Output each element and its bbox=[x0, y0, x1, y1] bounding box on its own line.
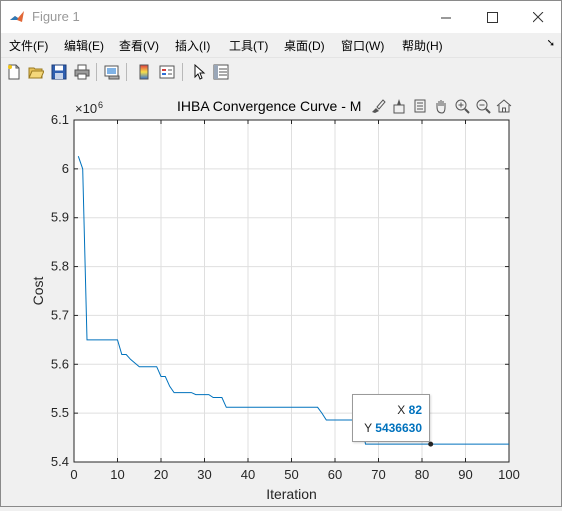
menu-view[interactable]: 查看(V) bbox=[119, 39, 159, 53]
minimize-icon bbox=[440, 17, 451, 18]
x-tick-label: 0 bbox=[70, 467, 77, 482]
convergence-line[interactable] bbox=[77, 156, 509, 445]
x-tick-label: 90 bbox=[458, 467, 472, 482]
close-icon bbox=[532, 11, 543, 22]
print-button[interactable] bbox=[72, 62, 92, 82]
x-tick-label: 80 bbox=[415, 467, 429, 482]
insert-colorbar-icon bbox=[139, 64, 149, 80]
datatip-y-value: 5436630 bbox=[375, 421, 422, 435]
menu-edit[interactable]: 编辑(E) bbox=[64, 39, 104, 53]
y-tick-label: 5.4 bbox=[51, 454, 69, 469]
maximize-icon bbox=[486, 11, 498, 23]
property-inspector-icon bbox=[213, 64, 229, 80]
save-button[interactable] bbox=[49, 62, 69, 82]
toolbar-separator bbox=[182, 63, 183, 81]
x-tick-label: 100 bbox=[498, 467, 520, 482]
link-plot-icon bbox=[104, 65, 120, 80]
edit-plot-button[interactable] bbox=[189, 62, 209, 82]
zoom-out-button[interactable] bbox=[473, 96, 492, 115]
maximize-button[interactable] bbox=[469, 1, 515, 33]
x-tick-label: 10 bbox=[110, 467, 124, 482]
save-icon bbox=[51, 64, 67, 80]
zoom-out-icon bbox=[476, 99, 491, 114]
home-icon bbox=[496, 98, 511, 112]
x-tick-label: 20 bbox=[154, 467, 168, 482]
x-tick-label: 40 bbox=[241, 467, 255, 482]
axes-toolbar bbox=[368, 96, 513, 115]
y-axis-label: Cost bbox=[30, 277, 46, 306]
figure-canvas: 0 10 20 30 40 50 60 70 80 90 100 5.4 5.5 5.6 5.7 5.8 5.9… bbox=[1, 86, 561, 506]
home-button[interactable] bbox=[494, 96, 513, 115]
property-inspector-button[interactable] bbox=[211, 62, 231, 82]
y-tick-label: 6.1 bbox=[51, 112, 69, 127]
minimize-button[interactable] bbox=[423, 1, 469, 33]
close-button[interactable] bbox=[515, 1, 561, 33]
y-tick-label: 5.5 bbox=[51, 405, 69, 420]
window-title: Figure 1 bbox=[32, 9, 80, 24]
brush-icon bbox=[371, 98, 386, 113]
data-tip[interactable]: X 82 Y 5436630 bbox=[352, 394, 430, 442]
toolbar-separator bbox=[126, 63, 127, 81]
toolbar-separator bbox=[96, 63, 97, 81]
data-tips-button[interactable] bbox=[389, 96, 408, 115]
edit-plot-icon bbox=[194, 64, 206, 80]
data-tips-icon bbox=[393, 98, 404, 113]
pan-icon bbox=[436, 99, 445, 114]
x-axis-label: Iteration bbox=[266, 486, 317, 502]
chart-title: IHBA Convergence Curve - M bbox=[177, 98, 361, 114]
figure-toolbar bbox=[1, 57, 561, 87]
y-tick-label: 5.9 bbox=[51, 210, 69, 225]
x-tick-label: 50 bbox=[284, 467, 298, 482]
convergence-plot[interactable]: 0 10 20 30 40 50 60 70 80 90 100 5.4 5.5 5.6 5.7 5.8 5.9… bbox=[1, 86, 561, 506]
zoom-in-icon bbox=[455, 99, 470, 114]
title-bar[interactable]: Figure 1 bbox=[1, 1, 561, 33]
menu-tools[interactable]: 工具(T) bbox=[229, 39, 269, 53]
print-icon bbox=[74, 64, 90, 80]
datatip-y-key: Y bbox=[364, 421, 372, 435]
zoom-in-button[interactable] bbox=[452, 96, 471, 115]
rotate-button[interactable] bbox=[410, 96, 429, 115]
new-figure-icon bbox=[8, 64, 20, 80]
menu-bar: 文件(F) 编辑(E) 查看(V) 插入(I) 工具(T) 桌面(D) 窗口(W… bbox=[1, 33, 561, 56]
x-tick-label: 70 bbox=[371, 467, 385, 482]
open-file-icon bbox=[28, 67, 44, 79]
y-tick-label: 5.8 bbox=[51, 259, 69, 274]
menu-file[interactable]: 文件(F) bbox=[9, 39, 49, 53]
overflow-arrow-icon[interactable]: ➘ bbox=[546, 38, 555, 49]
datatip-x-value: 82 bbox=[408, 403, 422, 417]
insert-legend-icon bbox=[159, 65, 175, 79]
y-tick-label: 6 bbox=[62, 161, 69, 176]
open-file-button[interactable] bbox=[26, 62, 46, 82]
y-tick-label: 5.6 bbox=[51, 356, 69, 371]
menu-window[interactable]: 窗口(W) bbox=[341, 39, 385, 53]
pan-button[interactable] bbox=[431, 96, 450, 115]
menu-desktop[interactable]: 桌面(D) bbox=[284, 39, 325, 53]
x-tick-label: 30 bbox=[197, 467, 211, 482]
menu-help[interactable]: 帮助(H) bbox=[402, 39, 443, 53]
y-exponent-power: 6 bbox=[98, 100, 103, 110]
rotate-icon bbox=[414, 99, 425, 112]
matlab-logo-icon bbox=[10, 11, 24, 22]
menu-insert[interactable]: 插入(I) bbox=[175, 39, 211, 53]
link-plot-button[interactable] bbox=[102, 62, 122, 82]
y-exponent-label: ×10 bbox=[75, 101, 97, 116]
datatip-x-key: X bbox=[397, 403, 406, 417]
brush-button[interactable] bbox=[368, 96, 387, 115]
insert-legend-button[interactable] bbox=[157, 62, 177, 82]
datatip-marker[interactable] bbox=[428, 441, 434, 447]
new-figure-button[interactable] bbox=[4, 62, 24, 82]
y-tick-label: 5.7 bbox=[51, 307, 69, 322]
insert-colorbar-button[interactable] bbox=[134, 62, 154, 82]
x-tick-label: 60 bbox=[328, 467, 342, 482]
